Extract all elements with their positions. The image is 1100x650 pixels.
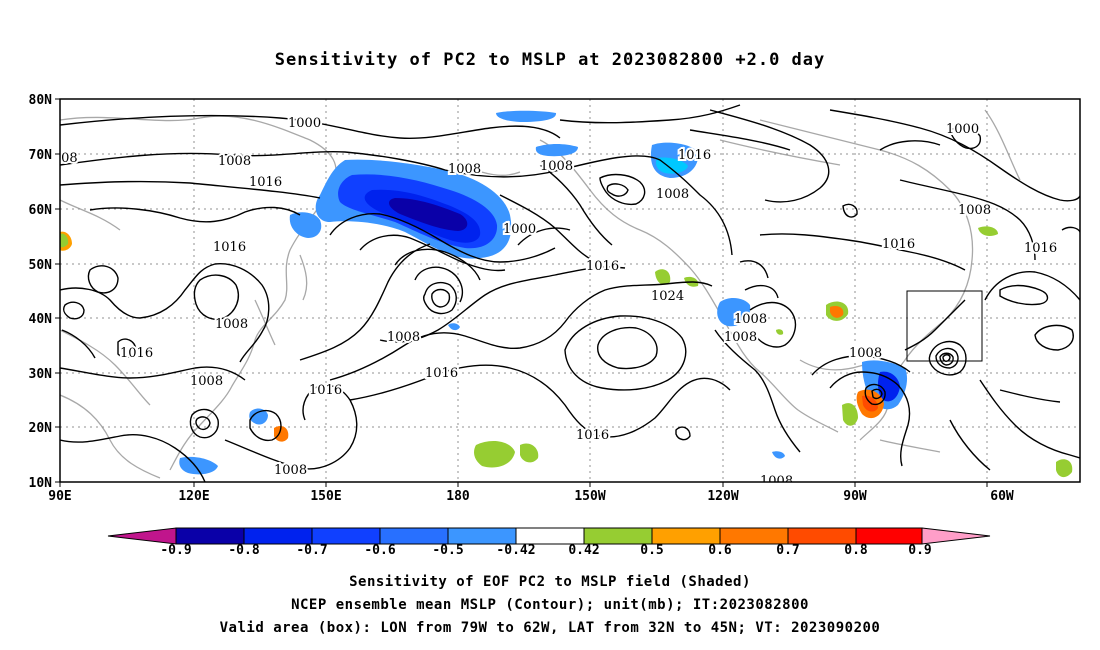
lon-label-90e: 90E (48, 489, 71, 504)
contour-label: )08 (56, 151, 78, 166)
lon-label-150w: 150W (574, 489, 605, 504)
lat-label-80n: 80N (29, 93, 53, 108)
contour-label: 1016 (576, 428, 609, 443)
contour-label: 1008 (760, 474, 793, 489)
caption-valid-area: Valid area (box): LON from 79W to 62W, L… (219, 620, 881, 636)
colorbar-bin (583, 527, 653, 545)
contour-label: 1008 (274, 463, 307, 478)
contour-label: 1016 (425, 366, 458, 381)
contour-label: 1016 (309, 383, 342, 398)
map-frame (59, 98, 1081, 483)
mslp-contours (60, 104, 1080, 482)
colorbar-label: 0.8 (844, 543, 868, 558)
caption-shading: Sensitivity of EOF PC2 to MSLP field (Sh… (349, 574, 751, 590)
contour-label: 1000 (288, 116, 321, 131)
lon-labels: 90E 120E 150E 180 150W 120W 90W 60W (48, 489, 1014, 504)
contour-label: 1008 (215, 317, 248, 332)
colorbar-low-triangle (107, 527, 177, 545)
contour-label: 1008 (448, 162, 481, 177)
lon-label-60w: 60W (990, 489, 1014, 504)
tick-marks (55, 98, 988, 487)
colorbar-bin (311, 527, 381, 545)
contour-label: 1016 (586, 259, 619, 274)
colorbar-label: -0.42 (496, 543, 536, 558)
contour-label: 1016 (120, 346, 153, 361)
colorbar-bin (719, 527, 789, 545)
colorbar-label: -0.8 (228, 543, 260, 558)
contour-label: 1008 (218, 154, 251, 169)
colorbar-bin (515, 527, 585, 545)
lon-label-90w: 90W (843, 489, 867, 504)
contour-label: 1008 (656, 187, 689, 202)
colorbar-bin (447, 527, 517, 545)
contour-label: 1008 (540, 159, 573, 174)
contour-label: 1008 (724, 330, 757, 345)
colorbar-label: -0.7 (296, 543, 328, 558)
colorbar-label: 0.6 (708, 543, 732, 558)
lat-label-70n: 70N (29, 148, 53, 163)
contour-label: 1008 (734, 312, 767, 327)
lat-label-30n: 30N (29, 367, 53, 382)
lon-label-180: 180 (446, 489, 470, 504)
contour-label: 1008 (387, 330, 420, 345)
lat-labels: 80N 70N 60N 50N 40N 30N 20N 10N (29, 93, 53, 491)
contour-label: 1008 (958, 203, 991, 218)
contour-label: 1016 (678, 148, 711, 163)
contour-label: 1000 (503, 222, 536, 237)
lon-label-120e: 120E (178, 489, 209, 504)
colorbar-bin (787, 527, 857, 545)
colorbar-bin (651, 527, 721, 545)
colorbar-label: 0.9 (908, 543, 932, 558)
lon-label-120w: 120W (707, 489, 738, 504)
lat-label-60n: 60N (29, 203, 53, 218)
lat-label-20n: 20N (29, 421, 53, 436)
colorbar-label: -0.6 (364, 543, 396, 558)
colorbar-label: 0.5 (640, 543, 664, 558)
contour-label: 1016 (249, 175, 282, 190)
contour-label: 1024 (651, 289, 684, 304)
lat-label-10n: 10N (29, 476, 53, 491)
caption-contour: NCEP ensemble mean MSLP (Contour); unit(… (291, 597, 809, 613)
lat-label-50n: 50N (29, 258, 53, 273)
contour-label: 1008 (190, 374, 223, 389)
contour-label: 1016 (213, 240, 246, 255)
contour-label-group: 1000 )08 1008 1016 1008 1008 1016 1008 1… (56, 114, 1059, 489)
valid-area-box (906, 290, 983, 362)
contour-label: 1016 (1024, 241, 1057, 256)
colorbar-bin (379, 527, 449, 545)
colorbar-label: -0.9 (160, 543, 192, 558)
lat-label-40n: 40N (29, 312, 53, 327)
colorbar-bin (855, 527, 923, 545)
colorbar-high-triangle (921, 527, 991, 545)
plot-title: Sensitivity of PC2 to MSLP at 2023082800… (274, 50, 826, 70)
contour-label: 1000 (946, 122, 979, 137)
colorbar-label: 0.42 (568, 543, 600, 558)
colorbar-label: 0.7 (776, 543, 800, 558)
contour-label: 1016 (882, 237, 915, 252)
lon-label-150e: 150E (310, 489, 341, 504)
colorbar-bin (243, 527, 313, 545)
colorbar-label: -0.5 (432, 543, 464, 558)
colorbar (107, 527, 991, 545)
contour-label: 1008 (849, 346, 882, 361)
colorbar-bin (175, 527, 245, 545)
